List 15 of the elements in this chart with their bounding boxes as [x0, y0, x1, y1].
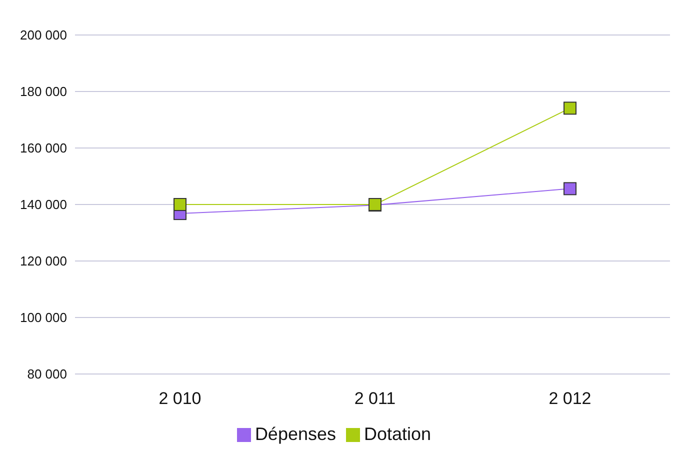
y-tick-label: 100 000 [20, 310, 67, 326]
x-tick-label: 2 011 [354, 389, 396, 408]
y-tick-label: 80 000 [27, 366, 67, 382]
point [174, 198, 186, 211]
y-tick-label: 160 000 [20, 140, 67, 156]
legend-label: Dotation [364, 424, 432, 444]
y-tick-label: 120 000 [20, 254, 67, 269]
x-tick-label: 2 012 [548, 389, 592, 408]
y-tick-label: 140 000 [20, 197, 67, 212]
y-tick-label: 200 000 [20, 28, 67, 43]
x-tick-label: 2 010 [158, 389, 202, 408]
legend-label: Dépenses [254, 424, 336, 444]
y-tick-label: 180 000 [20, 84, 67, 100]
point [564, 182, 576, 196]
point [564, 102, 576, 115]
